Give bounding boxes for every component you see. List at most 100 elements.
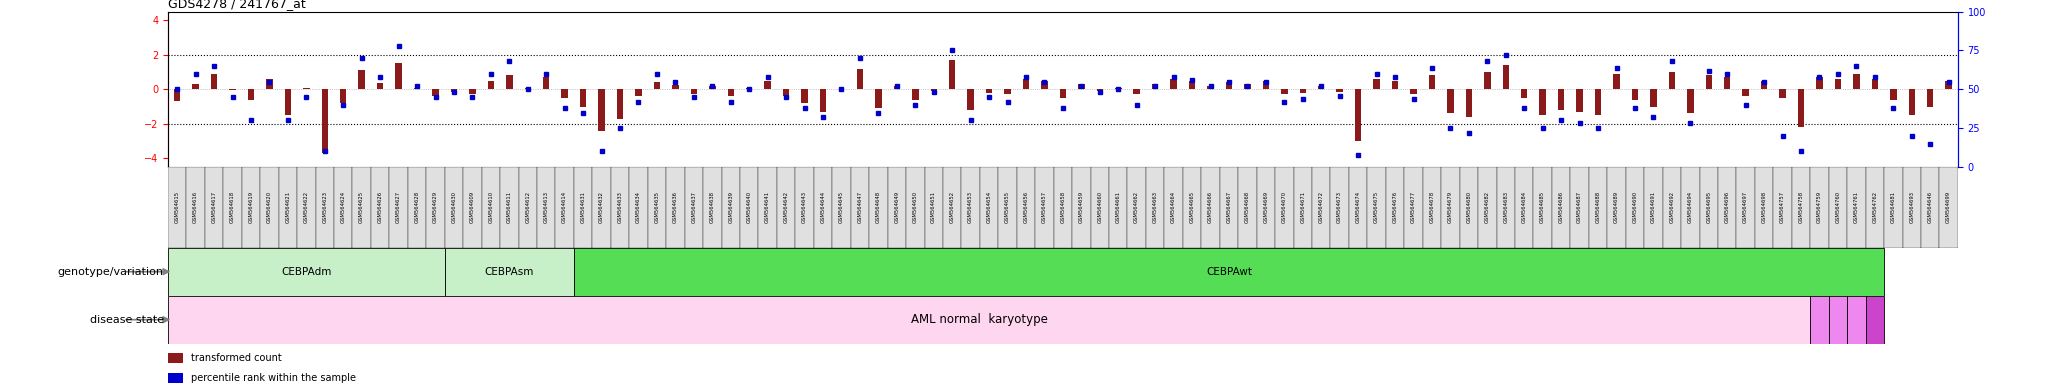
Bar [653, 83, 659, 89]
Text: GSM564656: GSM564656 [1024, 191, 1028, 223]
Text: GSM564665: GSM564665 [1190, 191, 1194, 223]
Bar [745, 88, 752, 89]
Text: GSM564616: GSM564616 [193, 191, 199, 223]
Bar [229, 89, 236, 90]
Text: GSM564647: GSM564647 [858, 191, 862, 223]
Bar [1202, 167, 1221, 248]
Bar [1810, 167, 1829, 248]
Text: GSM564625: GSM564625 [358, 191, 365, 223]
Text: GSM564666: GSM564666 [1208, 191, 1212, 223]
Bar [1810, 296, 1829, 344]
Bar [555, 167, 573, 248]
Bar [1847, 296, 1866, 344]
Text: GSM564698: GSM564698 [1761, 191, 1767, 223]
Text: AML normal  karyotype: AML normal karyotype [911, 313, 1049, 326]
Bar [1645, 167, 1663, 248]
Bar [616, 89, 623, 119]
Text: GSM564683: GSM564683 [1503, 191, 1507, 223]
Bar [580, 89, 586, 107]
Text: GSM564611: GSM564611 [506, 191, 512, 223]
Text: GSM564664: GSM564664 [1171, 191, 1176, 223]
Text: GSM564635: GSM564635 [655, 191, 659, 223]
Bar [322, 89, 328, 153]
Text: GSM564671: GSM564671 [1300, 191, 1305, 223]
Text: GSM564650: GSM564650 [913, 191, 918, 223]
Bar [1448, 89, 1454, 114]
Bar [358, 70, 365, 89]
Bar [297, 167, 315, 248]
Text: GSM564653: GSM564653 [969, 191, 973, 223]
Bar [315, 167, 334, 248]
Bar [1571, 167, 1589, 248]
Text: GSM564669: GSM564669 [1264, 191, 1268, 223]
Bar [1577, 89, 1583, 112]
Bar [592, 167, 610, 248]
Text: GSM564615: GSM564615 [174, 191, 180, 223]
Bar [1688, 89, 1694, 114]
Bar [1700, 167, 1718, 248]
Text: GSM564680: GSM564680 [1466, 191, 1470, 223]
Text: GSM564654: GSM564654 [987, 191, 991, 223]
Text: GSM564687: GSM564687 [1577, 191, 1583, 223]
Bar [414, 88, 420, 89]
Bar [500, 167, 518, 248]
Text: CEBPAdm: CEBPAdm [281, 266, 332, 277]
Text: GSM564630: GSM564630 [451, 191, 457, 223]
Bar [1264, 81, 1270, 89]
Bar [1681, 167, 1700, 248]
Bar [1133, 89, 1141, 94]
Bar [1319, 86, 1325, 89]
Bar [168, 353, 184, 362]
Text: GSM564642: GSM564642 [784, 191, 788, 223]
Text: GSM564685: GSM564685 [1540, 191, 1544, 223]
Bar [1368, 167, 1386, 248]
Bar [1350, 167, 1368, 248]
Bar [266, 79, 272, 89]
Text: GSM564661: GSM564661 [1116, 191, 1120, 223]
Bar [1847, 167, 1866, 248]
Bar [303, 88, 309, 89]
Bar [1589, 167, 1608, 248]
Bar [1053, 167, 1073, 248]
Bar [223, 167, 242, 248]
Bar [1479, 167, 1497, 248]
Text: GSM564638: GSM564638 [711, 191, 715, 223]
Bar [1073, 167, 1092, 248]
Bar [942, 167, 961, 248]
Text: GSM564757: GSM564757 [1780, 191, 1786, 223]
Bar [352, 167, 371, 248]
Bar [389, 167, 408, 248]
Text: GSM564694: GSM564694 [1688, 191, 1694, 223]
Bar [395, 63, 401, 89]
Bar [1276, 167, 1294, 248]
Bar [1755, 167, 1774, 248]
Text: GSM564645: GSM564645 [840, 191, 844, 223]
Text: GSM564690: GSM564690 [1632, 191, 1638, 223]
Text: GSM564667: GSM564667 [1227, 191, 1231, 223]
Text: GSM564632: GSM564632 [600, 191, 604, 223]
Bar [1460, 167, 1479, 248]
Bar [1780, 89, 1786, 98]
Bar [1165, 167, 1184, 248]
Bar [1313, 167, 1331, 248]
Bar [1946, 81, 1952, 89]
Text: GSM564626: GSM564626 [377, 191, 383, 223]
Bar [1040, 81, 1049, 89]
Text: GSM564629: GSM564629 [432, 191, 438, 223]
Bar [1300, 89, 1307, 93]
Bar [1774, 167, 1792, 248]
Text: GSM564670: GSM564670 [1282, 191, 1286, 223]
Bar [690, 89, 696, 94]
Bar [868, 167, 887, 248]
Bar [598, 89, 604, 131]
Bar [813, 167, 831, 248]
Bar [211, 74, 217, 89]
Bar [1503, 65, 1509, 89]
Bar [518, 167, 537, 248]
Bar [610, 167, 629, 248]
Bar [1552, 167, 1571, 248]
Bar [961, 167, 979, 248]
Text: GSM564618: GSM564618 [229, 191, 236, 223]
Bar [672, 85, 678, 89]
Bar [1890, 89, 1896, 99]
